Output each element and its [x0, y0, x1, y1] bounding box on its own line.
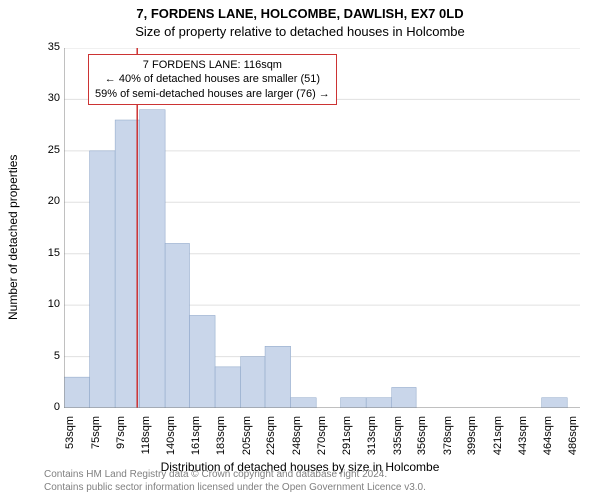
y-tick-label: 25 — [32, 144, 60, 156]
annotation-callout: 7 FORDENS LANE: 116sqm ← 40% of detached… — [88, 54, 337, 105]
annotation-line2: ← 40% of detached houses are smaller (51… — [95, 72, 330, 86]
x-tick-label: 118sqm — [140, 416, 152, 460]
x-tick-label: 248sqm — [291, 416, 303, 460]
x-tick-label: 226sqm — [265, 416, 277, 460]
y-tick-label: 35 — [32, 41, 60, 53]
x-tick-label: 140sqm — [165, 416, 177, 460]
chart-container: 7, FORDENS LANE, HOLCOMBE, DAWLISH, EX7 … — [0, 0, 600, 500]
y-tick-label: 10 — [32, 298, 60, 310]
x-tick-label: 205sqm — [241, 416, 253, 460]
y-tick-label: 5 — [32, 350, 60, 362]
footer-line2: Contains public sector information licen… — [44, 481, 426, 494]
chart-title-address: 7, FORDENS LANE, HOLCOMBE, DAWLISH, EX7 … — [0, 6, 600, 21]
x-tick-label: 378sqm — [442, 416, 454, 460]
y-axis-label: Number of detached properties — [6, 155, 20, 320]
footer-attribution: Contains HM Land Registry data © Crown c… — [44, 468, 426, 494]
x-tick-label: 161sqm — [190, 416, 202, 460]
x-tick-label: 356sqm — [416, 416, 428, 460]
x-tick-label: 464sqm — [542, 416, 554, 460]
x-tick-label: 183sqm — [215, 416, 227, 460]
y-tick-label: 0 — [32, 401, 60, 413]
x-tick-label: 270sqm — [316, 416, 328, 460]
x-tick-label: 443sqm — [517, 416, 529, 460]
x-tick-label: 399sqm — [466, 416, 478, 460]
chart-subtitle: Size of property relative to detached ho… — [0, 24, 600, 39]
footer-line1: Contains HM Land Registry data © Crown c… — [44, 468, 426, 481]
x-tick-label: 291sqm — [341, 416, 353, 460]
y-tick-label: 15 — [32, 247, 60, 259]
x-tick-label: 75sqm — [90, 416, 102, 460]
annotation-line3: 59% of semi-detached houses are larger (… — [95, 87, 330, 101]
x-tick-label: 421sqm — [492, 416, 504, 460]
x-tick-label: 313sqm — [366, 416, 378, 460]
x-tick-label: 486sqm — [567, 416, 579, 460]
x-tick-label: 335sqm — [392, 416, 404, 460]
y-tick-label: 20 — [32, 195, 60, 207]
x-tick-label: 97sqm — [115, 416, 127, 460]
annotation-line1: 7 FORDENS LANE: 116sqm — [95, 58, 330, 72]
x-tick-label: 53sqm — [64, 416, 76, 460]
y-tick-label: 30 — [32, 92, 60, 104]
